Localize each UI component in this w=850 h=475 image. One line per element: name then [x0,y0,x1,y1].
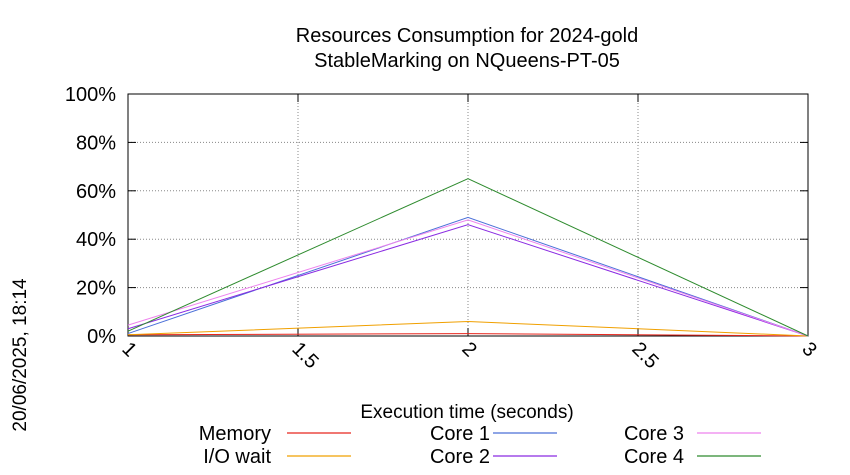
timestamp-label: 20/06/2025, 18:14 [10,278,31,432]
legend-item: Core 3 [624,423,761,445]
y-tick-label: 40% [76,229,116,251]
x-tick-label: 3 [797,338,820,361]
y-tick-label: 0% [87,326,116,348]
legend-label: Core 4 [624,446,684,468]
series-line-memory [127,333,809,337]
y-tick-label: 20% [76,278,116,300]
y-tick-label: 60% [76,181,116,203]
y-axis: 0% 20% 40% 60% 80% 100% [65,84,808,348]
x-tick-label: 1 [117,338,140,361]
x-axis-label: Execution time (seconds) [360,402,573,423]
legend-label: Memory [199,423,271,445]
legend-item: Core 2 [430,446,557,468]
series-line-core-1 [127,216,809,337]
series-line-i-o-wait [127,320,809,337]
y-tick-label: 80% [76,132,116,154]
grid-lines [128,94,808,336]
chart-subtitle: StableMarking on NQueens-PT-05 [314,50,620,72]
x-tick-label: 2.5 [627,338,662,373]
series-line-core-2 [127,224,809,337]
y-tick-label: 100% [65,84,116,106]
x-tick-label: 2 [457,338,480,361]
legend-item: Core 1 [430,423,557,445]
legend-label: Core 1 [430,423,490,445]
legend-item: I/O wait [203,446,351,468]
legend-label: I/O wait [203,446,271,468]
legend-label: Core 3 [624,423,684,445]
chart-title: Resources Consumption for 2024-gold [296,25,638,47]
legend-label: Core 2 [430,446,490,468]
series-line-core-3 [127,219,809,337]
x-tick-label: 1.5 [287,338,322,373]
series-line-core-4 [127,178,809,337]
series-lines [127,178,809,337]
legend-item: Memory [199,423,351,445]
legend-item: Core 4 [624,446,761,468]
